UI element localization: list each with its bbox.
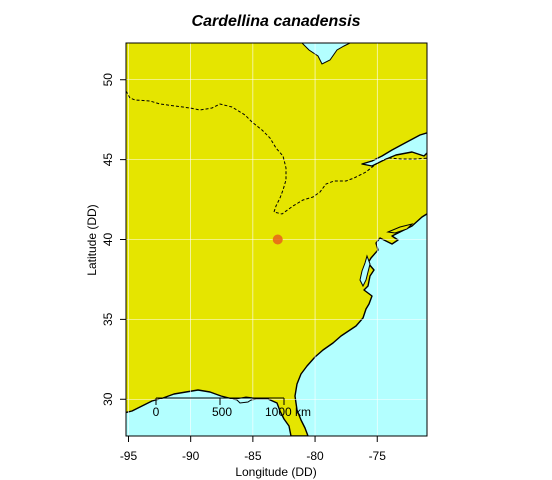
- y-tick-label: 35: [101, 312, 115, 326]
- y-tick-label: 40: [101, 233, 115, 247]
- x-tick-label: -85: [244, 449, 262, 463]
- x-tick-label: -75: [369, 449, 387, 463]
- scale-label: 0: [153, 405, 160, 419]
- water-inlet: [301, 43, 351, 65]
- scale-bar: 0 500 1000 km: [153, 397, 311, 419]
- map-panel: 0 500 1000 km: [126, 43, 427, 436]
- water-bay: [359, 254, 371, 288]
- y-tick-label: 30: [101, 392, 115, 406]
- map-title: Cardellina canadensis: [192, 13, 361, 30]
- y-tick-label: 50: [101, 73, 115, 87]
- border-line: [126, 90, 427, 215]
- y-axis-label: Latitude (DD): [85, 204, 99, 275]
- grid-lines: [126, 43, 427, 436]
- y-axis: 30 35 40 45 50: [101, 73, 126, 406]
- x-tick-label: -95: [120, 449, 138, 463]
- occurrence-points: [272, 234, 283, 245]
- x-tick-label: -90: [182, 449, 200, 463]
- x-axis-label: Longitude (DD): [235, 465, 316, 479]
- x-axis: -95 -90 -85 -80 -75: [120, 435, 387, 463]
- y-tick-label: 45: [101, 153, 115, 167]
- land-island: [386, 223, 414, 234]
- occurrence-point: [272, 234, 283, 245]
- scale-label: 1000 km: [265, 405, 311, 419]
- scale-label: 500: [212, 405, 232, 419]
- x-tick-label: -80: [306, 449, 324, 463]
